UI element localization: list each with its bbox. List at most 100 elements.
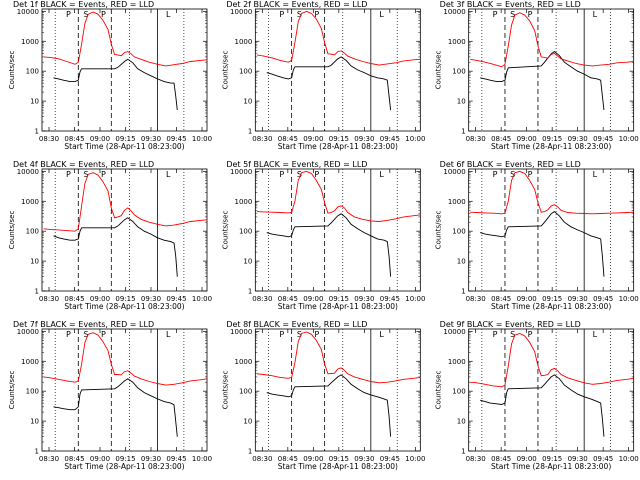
region-label: S — [510, 170, 515, 179]
y-tick-label: 10000 — [230, 8, 252, 16]
panel-title: Det 1f BLACK = Events, RED = LLD — [13, 0, 154, 9]
x-tick-label: 08:45 — [278, 295, 298, 303]
panel-title: Det 5f BLACK = Events, RED = LLD — [226, 160, 367, 169]
y-tick-label: 100 — [26, 388, 39, 396]
x-tick-label: 10:00 — [619, 455, 639, 463]
x-tick-label: 09:45 — [593, 455, 613, 463]
y-tick-label: 100 — [239, 388, 252, 396]
x-tick-label: 08:30 — [466, 455, 486, 463]
x-axis-label: Start Time (28-Apr-11 08:23:00) — [278, 302, 398, 311]
x-tick-label: 09:30 — [354, 135, 374, 143]
events-series-line — [480, 374, 605, 437]
x-tick-label: 09:00 — [303, 295, 323, 303]
x-tick-label: 08:45 — [278, 455, 298, 463]
x-tick-label: 08:45 — [64, 295, 84, 303]
x-tick-label: 09:30 — [141, 295, 161, 303]
y-tick-label: 100 — [239, 68, 252, 76]
y-tick-label: 1000 — [21, 358, 39, 366]
plot-frame — [254, 8, 421, 132]
panel-title: Det 6f BLACK = Events, RED = LLD — [440, 160, 581, 169]
x-tick-label: 09:15 — [329, 135, 349, 143]
x-tick-label: 09:15 — [329, 295, 349, 303]
y-tick-label: 1 — [248, 448, 252, 456]
region-label: L — [593, 170, 598, 179]
panel-title: Det 8f BLACK = Events, RED = LLD — [226, 320, 367, 329]
panel-title: Det 3f BLACK = Events, RED = LLD — [440, 0, 581, 9]
x-tick-label: 08:30 — [252, 455, 272, 463]
region-label: P — [314, 10, 319, 19]
x-tick-label: 09:15 — [115, 135, 135, 143]
y-tick-label: 10000 — [17, 8, 39, 16]
x-tick-label: 09:00 — [303, 135, 323, 143]
y-tick-label: 1 — [461, 128, 465, 136]
region-label: P — [314, 330, 319, 339]
events-series-line — [53, 378, 178, 437]
lld-series-line — [470, 12, 634, 68]
plot-frame — [468, 8, 635, 132]
region-label: L — [379, 330, 384, 339]
x-tick-label: 10:00 — [619, 295, 639, 303]
region-label: P — [101, 330, 106, 339]
plot-frame — [254, 168, 421, 292]
x-tick-label: 08:45 — [64, 135, 84, 143]
x-tick-label: 09:30 — [141, 455, 161, 463]
x-axis-label: Start Time (28-Apr-11 08:23:00) — [64, 142, 184, 151]
y-tick-label: 10 — [243, 418, 252, 426]
y-tick-label: 100 — [452, 388, 465, 396]
events-series-line — [480, 51, 605, 111]
x-axis-label: Start Time (28-Apr-11 08:23:00) — [278, 142, 398, 151]
region-label: S — [510, 330, 515, 339]
x-tick-label: 09:45 — [593, 135, 613, 143]
x-tick-label: 09:15 — [542, 135, 562, 143]
y-tick-label: 1000 — [21, 38, 39, 46]
x-axis-label: Start Time (28-Apr-11 08:23:00) — [491, 462, 611, 471]
plot-frame — [41, 8, 208, 132]
events-series-line — [266, 56, 392, 111]
detector-panel: Det 5f BLACK = Events, RED = LLD 1 10 100 10… — [221, 160, 425, 311]
x-tick-label: 08:45 — [491, 295, 511, 303]
y-tick-label: 10000 — [230, 168, 252, 176]
x-tick-label: 08:30 — [252, 295, 272, 303]
x-tick-label: 09:15 — [542, 295, 562, 303]
panel-title: Det 2f BLACK = Events, RED = LLD — [226, 0, 367, 9]
x-tick-label: 08:30 — [39, 135, 59, 143]
x-tick-label: 10:00 — [192, 295, 212, 303]
y-tick-label: 1000 — [448, 38, 466, 46]
x-tick-label: 08:45 — [278, 135, 298, 143]
x-tick-label: 09:00 — [517, 135, 537, 143]
y-tick-label: 1 — [248, 288, 252, 296]
y-tick-label: 100 — [452, 228, 465, 236]
region-label: L — [166, 330, 171, 339]
y-tick-label: 10000 — [443, 8, 465, 16]
plot-frame — [468, 328, 635, 452]
x-tick-label: 09:00 — [303, 455, 323, 463]
y-axis-label: Counts/sec — [221, 211, 229, 250]
region-label: P — [528, 170, 533, 179]
events-series-line — [266, 213, 392, 277]
x-tick-label: 09:15 — [542, 455, 562, 463]
y-axis-label: Counts/sec — [435, 51, 443, 90]
x-tick-label: 10:00 — [192, 135, 212, 143]
y-tick-label: 1 — [461, 448, 465, 456]
x-tick-label: 09:30 — [354, 455, 374, 463]
y-axis-label: Counts/sec — [435, 211, 443, 250]
x-axis-label: Start Time (28-Apr-11 08:23:00) — [491, 142, 611, 151]
x-tick-label: 09:45 — [380, 135, 400, 143]
plot-frame — [254, 328, 421, 452]
region-label: P — [528, 330, 533, 339]
y-tick-label: 10000 — [443, 168, 465, 176]
lld-series-line — [470, 170, 634, 215]
y-tick-label: 10000 — [443, 328, 465, 336]
lld-series-line — [43, 332, 208, 386]
x-tick-label: 09:00 — [90, 295, 110, 303]
x-tick-label: 09:45 — [593, 295, 613, 303]
region-label: P — [66, 330, 71, 339]
region-label: L — [166, 170, 171, 179]
region-label: P — [66, 170, 71, 179]
region-label: P — [493, 170, 498, 179]
panel-title: Det 7f BLACK = Events, RED = LLD — [13, 320, 154, 329]
region-label: L — [379, 10, 384, 19]
x-tick-label: 08:45 — [491, 455, 511, 463]
panel-title: Det 9f BLACK = Events, RED = LLD — [440, 320, 581, 329]
